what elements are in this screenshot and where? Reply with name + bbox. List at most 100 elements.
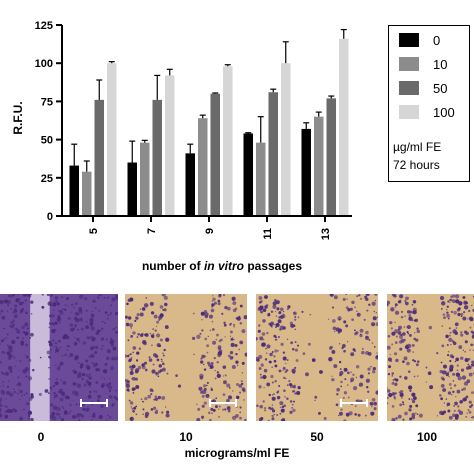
- cell: [96, 399, 100, 403]
- micrograph-label: 0: [37, 430, 45, 444]
- cell: [214, 377, 217, 380]
- cell: [109, 313, 112, 316]
- legend-label: 0: [433, 32, 441, 48]
- cell: [131, 407, 134, 410]
- cell: [133, 406, 137, 410]
- cell: [375, 355, 378, 359]
- cell: [60, 309, 63, 313]
- cell: [371, 398, 376, 402]
- micrograph-panel: [125, 294, 247, 421]
- cell: [309, 313, 312, 316]
- cell: [465, 331, 469, 336]
- cell: [404, 376, 408, 380]
- cell: [215, 338, 218, 341]
- cell: [32, 368, 35, 372]
- cell: [62, 335, 66, 340]
- cell: [132, 389, 134, 392]
- cell: [266, 382, 271, 387]
- cell: [456, 364, 459, 367]
- cell: [402, 403, 405, 406]
- cell: [91, 361, 94, 364]
- cell: [166, 410, 170, 414]
- cell: [447, 371, 450, 374]
- cell: [363, 318, 366, 321]
- cell: [415, 412, 417, 414]
- cell: [223, 323, 227, 327]
- scale-bar: [209, 399, 237, 407]
- cell: [447, 409, 451, 413]
- cell: [224, 408, 227, 411]
- cell: [139, 312, 144, 317]
- cell: [207, 335, 209, 338]
- cell: [12, 388, 15, 391]
- cell: [411, 412, 416, 417]
- cell: [411, 319, 414, 322]
- cell: [100, 404, 104, 409]
- cell: [218, 405, 221, 408]
- cell: [26, 402, 29, 406]
- cell: [208, 411, 211, 414]
- cell: [192, 312, 195, 315]
- y-tick-label: 25: [41, 173, 53, 185]
- cell: [356, 295, 359, 298]
- cell: [129, 401, 134, 405]
- cell: [238, 348, 241, 351]
- cell: [204, 314, 209, 319]
- cell: [0, 403, 2, 408]
- cell: [261, 332, 266, 336]
- cell: [5, 405, 8, 408]
- cell: [98, 414, 103, 420]
- cell: [446, 402, 451, 406]
- cell: [64, 353, 68, 357]
- cell: [340, 385, 343, 388]
- cell: [359, 374, 364, 379]
- cell: [141, 363, 145, 367]
- cell: [104, 311, 108, 314]
- cell: [203, 401, 207, 405]
- cell: [177, 384, 182, 388]
- cell: [231, 296, 236, 301]
- cell: [15, 327, 18, 331]
- cell: [198, 386, 203, 391]
- cell: [211, 303, 215, 307]
- cell: [85, 325, 89, 330]
- cell: [22, 337, 25, 340]
- legend-item: 0: [399, 32, 440, 48]
- cell: [406, 331, 409, 334]
- cell: [203, 368, 207, 371]
- cell: [371, 301, 376, 306]
- cell: [132, 392, 135, 394]
- cell: [81, 377, 84, 380]
- cell: [429, 385, 434, 390]
- cell: [387, 389, 391, 393]
- cell: [100, 347, 103, 351]
- cell: [97, 368, 101, 372]
- cell: [69, 323, 74, 327]
- cell: [278, 384, 281, 388]
- cell: [0, 385, 1, 388]
- cell: [332, 326, 337, 331]
- cell: [14, 304, 18, 308]
- cell: [394, 303, 398, 307]
- cell: [456, 369, 459, 372]
- cell: [219, 294, 222, 296]
- cell: [397, 414, 402, 419]
- cell: [72, 369, 76, 373]
- cell: [62, 381, 67, 385]
- cell: [365, 351, 370, 355]
- cell: [394, 306, 397, 308]
- cell: [150, 311, 155, 315]
- cell: [72, 382, 77, 386]
- cell: [394, 321, 396, 324]
- cell: [68, 356, 70, 358]
- cell: [336, 393, 339, 396]
- cell: [408, 398, 411, 400]
- cell: [294, 384, 296, 387]
- cell: [374, 294, 378, 296]
- cell: [90, 325, 93, 327]
- cell: [261, 342, 266, 347]
- legend-swatch: [399, 57, 419, 71]
- cell: [472, 349, 474, 351]
- cell: [25, 375, 28, 378]
